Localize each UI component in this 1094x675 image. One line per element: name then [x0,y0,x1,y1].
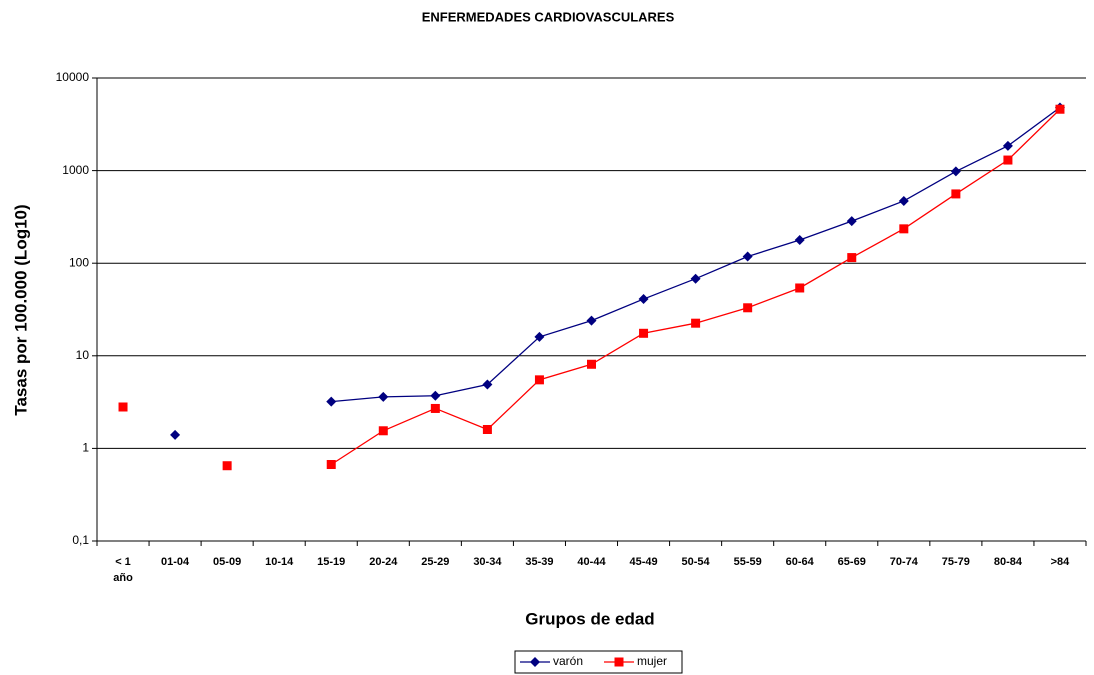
marker [1002,140,1013,151]
y-tick-label: 1000 [62,163,89,177]
marker [378,391,389,402]
marker [430,403,440,413]
marker [794,235,805,246]
marker [482,424,492,434]
marker [899,224,909,234]
marker [482,379,493,390]
marker [639,328,649,338]
x-tick-label: 70-74 [889,556,918,568]
x-tick-label: 10-14 [265,556,294,568]
marker [742,251,753,262]
marker [1055,104,1065,114]
chart-title: ENFERMEDADES CARDIOVASCULARES [422,9,675,24]
marker [534,331,545,342]
x-tick-label: 25-29 [421,556,450,568]
marker [222,461,232,471]
x-tick-label: 65-69 [837,556,866,568]
y-tick-label: 1 [82,441,89,455]
y-axis-label: Tasas por 100.000 (Log10) [11,204,30,415]
x-tick-label: 15-19 [317,556,346,568]
y-tick-label: 10000 [56,70,90,84]
marker [846,216,857,227]
x-tick-label: 60-64 [785,556,814,568]
legend-label: mujer [637,654,667,668]
x-tick-label: 35-39 [525,556,554,568]
legend-marker [614,657,624,667]
x-tick-label: 30-34 [473,556,502,568]
y-tick-label: 10 [76,348,90,362]
marker [326,460,336,470]
x-axis-label: Grupos de edad [525,609,654,628]
marker [638,294,649,305]
marker [170,429,181,440]
y-tick-label: 0,1 [72,533,89,547]
marker [587,359,596,369]
marker [430,390,441,401]
x-tick-label: 20-24 [369,556,398,568]
legend-label: varón [553,654,583,668]
x-tick-label: >84 [1050,556,1070,568]
series-line [330,108,1061,466]
marker [326,396,337,407]
marker [950,166,961,177]
x-tick-label: 50-54 [681,556,710,568]
x-tick-label: 80-84 [993,556,1022,568]
marker [378,426,388,436]
marker [898,195,909,206]
marker [1003,155,1013,165]
marker [951,189,961,199]
x-tick-label: 45-49 [629,556,658,568]
marker [743,303,753,313]
marker [534,375,544,385]
marker [586,315,597,326]
x-tick-label: < 1 año [113,556,133,584]
legend-box [514,650,683,674]
x-tick-label: 55-59 [733,556,762,568]
x-tick-label: 40-44 [577,556,606,568]
x-tick-label: 75-79 [941,556,970,568]
series-line [331,106,1061,403]
marker [847,253,857,263]
legend-marker [530,657,540,667]
marker [118,402,128,412]
marker [690,273,701,284]
y-tick-label: 100 [69,255,89,269]
x-tick-label: 01-04 [161,556,190,568]
marker [795,283,805,293]
marker [691,318,701,328]
x-tick-label: 05-09 [213,556,242,568]
